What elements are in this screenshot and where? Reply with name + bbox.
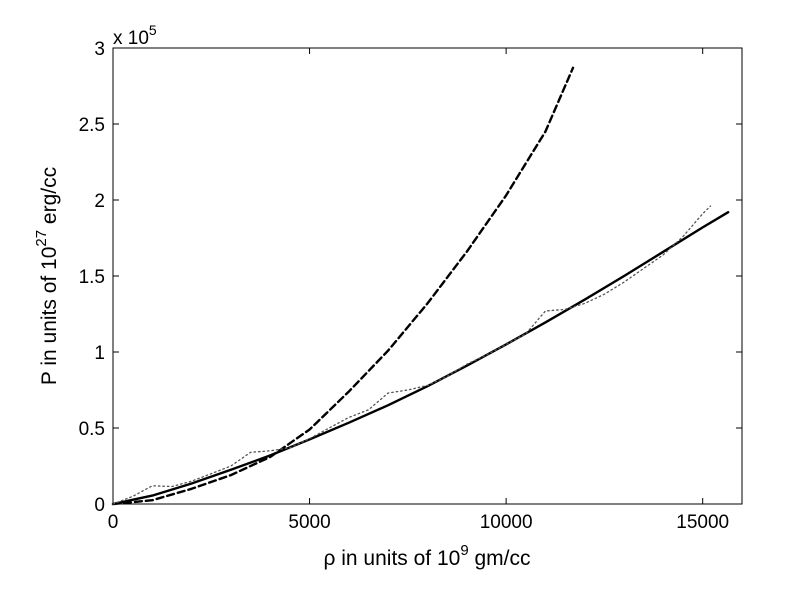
x-axis-label-suffix: gm/cc — [469, 547, 531, 570]
x-tick-label: 10000 — [480, 512, 533, 533]
x-tick-label: 0 — [108, 512, 119, 533]
x-tick-label: 5000 — [288, 512, 330, 533]
x-axis-label-prefix: ρ in units of 10 — [323, 547, 460, 570]
y-tick-label: 2.5 — [79, 115, 105, 136]
y-tick-label: 2 — [94, 191, 105, 212]
y-multiplier-base: x 10 — [113, 28, 149, 49]
y-axis-label-suffix: erg/cc — [38, 167, 61, 230]
y-axis-label-prefix: P in units of 10 — [38, 247, 61, 386]
x-axis-ticks: 0 5000 10000 15000 — [108, 48, 729, 533]
x-axis-label: ρ in units of 109 gm/cc — [323, 542, 530, 570]
y-tick-label: 1 — [94, 343, 105, 364]
series-line-dashed — [111, 66, 575, 506]
series-line-dotted — [112, 205, 712, 505]
y-multiplier-label: x 105 — [113, 22, 157, 49]
y-axis-label: P in units of 1027 erg/cc — [33, 167, 61, 385]
plot-area — [112, 47, 743, 505]
y-tick-label: 1.5 — [79, 267, 105, 288]
y-multiplier-exponent: 5 — [149, 22, 157, 38]
x-axis-label-exponent: 9 — [460, 542, 468, 559]
y-axis-label-exponent: 27 — [33, 230, 50, 247]
series-layer — [111, 66, 730, 506]
y-tick-label: 0.5 — [79, 419, 105, 440]
y-axis-ticks: 0 0.5 1 1.5 2 2.5 3 — [79, 39, 742, 516]
x-tick-label: 15000 — [676, 512, 729, 533]
y-tick-label: 0 — [94, 495, 105, 516]
y-tick-label: 3 — [94, 39, 105, 60]
series-line-solid — [111, 210, 730, 506]
